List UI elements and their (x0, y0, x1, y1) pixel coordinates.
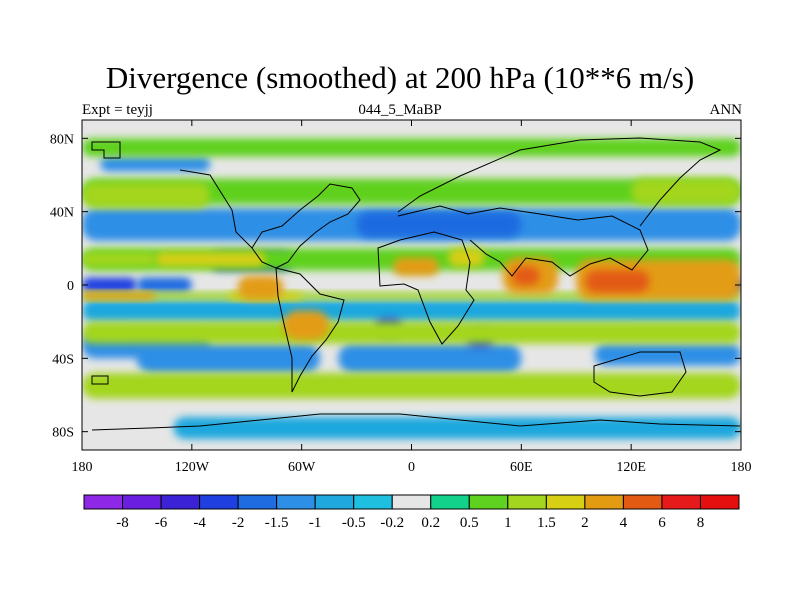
contour-region (173, 417, 741, 439)
contour-region (82, 252, 156, 267)
colorbar-label: -2 (232, 515, 245, 531)
colorbar-box (430, 494, 470, 510)
colorbar-label: 0.2 (421, 515, 440, 531)
colorbar-box (237, 494, 278, 510)
contour-region (82, 292, 156, 300)
colorbar-label: -6 (155, 515, 168, 531)
y-tick-label: 40S (52, 352, 74, 367)
colorbar-box (353, 494, 393, 510)
colorbar-label: -1 (309, 515, 322, 531)
x-tick-label: 0 (408, 460, 415, 475)
contour-region (82, 182, 211, 208)
contour-region (594, 343, 741, 366)
coastline (91, 141, 121, 159)
coastline (377, 231, 475, 345)
colorbar-box (545, 494, 586, 510)
contour-region (237, 275, 284, 300)
colorbar-label: -0.2 (380, 515, 404, 531)
contour-region (82, 178, 741, 205)
contour-field (82, 138, 741, 439)
coastline (91, 375, 109, 385)
colorbar-box (584, 494, 624, 510)
colorbar-box (276, 494, 316, 510)
coastline (91, 413, 741, 431)
colorbar-box (507, 494, 547, 510)
colorbar-label: 6 (658, 515, 666, 531)
colorbar-label: -1.5 (265, 515, 289, 531)
colorbar-label: 1.5 (537, 515, 556, 531)
contour-region (100, 156, 211, 172)
contour-region (82, 299, 741, 322)
contour-region (82, 138, 741, 157)
x-tick-label: 60E (510, 460, 533, 475)
colorbar-box (391, 494, 432, 510)
x-tick-label: 120E (616, 460, 646, 475)
y-tick-label: 80N (50, 132, 74, 147)
colorbar-box (83, 494, 124, 510)
coastline (397, 205, 649, 277)
chart-title: Divergence (smoothed) at 200 hPa (10**6 … (105, 60, 695, 95)
contour-region (82, 321, 741, 344)
colorbar-label: -4 (193, 515, 206, 531)
y-tick-label: 0 (67, 279, 74, 294)
colorbar-box (160, 494, 201, 510)
colorbar-label: -0.5 (342, 515, 366, 531)
contour-region (356, 211, 522, 238)
x-tick-label: 60W (288, 460, 316, 475)
coastline (397, 137, 722, 227)
colorbar-box (468, 494, 509, 510)
contour-region (155, 252, 266, 267)
colorbar-box (122, 494, 162, 510)
coastline (275, 267, 345, 393)
colorbar-box (699, 494, 740, 510)
contour-region (283, 310, 330, 340)
y-tick-label: 40N (50, 206, 74, 221)
colorbar-box (314, 494, 355, 510)
colorbar-label: 4 (620, 515, 628, 531)
contour-region (393, 257, 439, 276)
colorbar-box (622, 494, 663, 510)
colorbar-box (661, 494, 701, 510)
colorbar-box (199, 494, 239, 510)
coastlines (91, 137, 741, 431)
coastline (593, 351, 687, 397)
experiment-label: Expt = teyjj (82, 102, 153, 118)
colorbar-label: 2 (581, 515, 589, 531)
colorbar-label: 8 (697, 515, 705, 531)
colorbar-label: -8 (116, 515, 129, 531)
contour-region (82, 277, 137, 293)
contour-region (585, 270, 650, 293)
x-tick-label: 120W (175, 460, 210, 475)
contour-region (512, 266, 540, 285)
contour-region (338, 343, 522, 373)
contour-region (82, 373, 741, 399)
run-label: 044_5_MaBP (358, 102, 442, 118)
coastline (179, 169, 361, 269)
x-tick-label: 180 (731, 460, 752, 475)
x-tick-label: 180 (72, 460, 93, 475)
contour-region (448, 248, 485, 267)
contour-region (136, 277, 192, 293)
contour-region (631, 178, 741, 205)
colorbar-label: 0.5 (460, 515, 479, 531)
period-label: ANN (709, 102, 743, 118)
y-tick-label: 80S (52, 426, 74, 441)
contour-region (136, 343, 320, 373)
colorbar-label: 1 (504, 515, 512, 531)
